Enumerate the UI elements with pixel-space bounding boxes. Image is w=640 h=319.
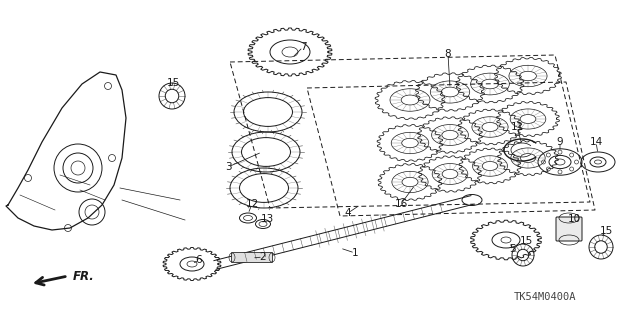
FancyBboxPatch shape	[556, 217, 582, 241]
Text: 3: 3	[225, 162, 231, 172]
Text: 13: 13	[260, 214, 274, 224]
Text: 15: 15	[520, 236, 532, 246]
Text: 1: 1	[352, 248, 358, 258]
Text: 15: 15	[600, 226, 612, 236]
Text: 7: 7	[300, 42, 307, 52]
Text: FR.: FR.	[73, 271, 95, 284]
Text: 6: 6	[196, 255, 202, 265]
Text: 14: 14	[589, 137, 603, 147]
Text: TK54M0400A: TK54M0400A	[514, 292, 576, 302]
FancyBboxPatch shape	[232, 253, 273, 263]
Text: 5: 5	[509, 244, 515, 254]
Text: 9: 9	[557, 137, 563, 147]
Text: 10: 10	[568, 214, 580, 224]
Text: 15: 15	[166, 78, 180, 88]
Text: 2: 2	[260, 252, 266, 262]
Text: 11: 11	[510, 122, 524, 132]
Text: 12: 12	[245, 199, 259, 209]
Text: 8: 8	[445, 49, 451, 59]
Text: 16: 16	[394, 199, 408, 209]
Text: 4: 4	[345, 208, 351, 218]
